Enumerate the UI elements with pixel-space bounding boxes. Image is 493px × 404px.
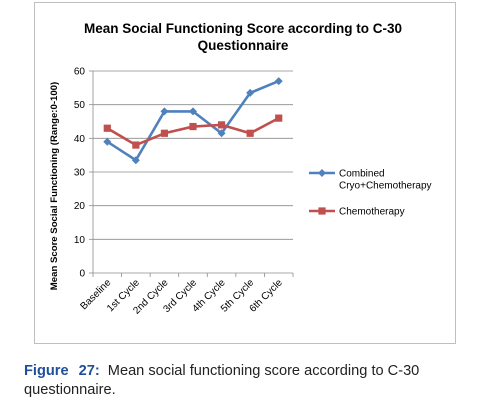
y-tick-label-60: 60	[74, 67, 86, 78]
series-0	[103, 77, 283, 165]
legend-label-0-0: Combined	[339, 169, 385, 180]
legend-swatch-marker-1	[318, 207, 326, 215]
legend-swatch-marker-0	[318, 169, 326, 177]
data-point-s1-2	[160, 129, 169, 137]
data-point-s1-0	[103, 124, 111, 132]
data-point-s1-6	[275, 114, 283, 122]
series-1	[103, 114, 283, 149]
chart-title-line-2: Questionnaire	[198, 38, 289, 53]
y-tick-label-10: 10	[74, 235, 86, 246]
caption-text: Mean social functioning score according …	[24, 363, 420, 398]
legend-label-0-1: Cryo+Chemotherapy	[339, 181, 432, 192]
y-tick-label-40: 40	[74, 134, 86, 145]
data-point-s0-1	[131, 156, 140, 165]
data-point-s1-4	[217, 121, 226, 129]
y-tick-label-0: 0	[79, 269, 85, 280]
chart-svg: Mean Social Functioning Score according …	[49, 21, 432, 317]
chart-title-line-1: Mean Social Functioning Score according …	[84, 21, 402, 36]
series-lines	[103, 77, 283, 165]
legend-label-1-0: Chemotherapy	[339, 207, 405, 218]
y-tick-label-50: 50	[74, 100, 86, 111]
data-point-s0-2	[160, 107, 169, 116]
chart-title: Mean Social Functioning Score according …	[84, 21, 402, 53]
data-point-s0-6	[274, 77, 283, 86]
chart-frame: Mean Social Functioning Score according …	[34, 2, 456, 344]
gridlines	[93, 70, 293, 240]
legend-entry-1: Chemotherapy	[309, 207, 405, 218]
y-tick-label-30: 30	[74, 168, 86, 179]
data-point-s0-0	[103, 137, 112, 146]
data-point-s1-1	[132, 141, 140, 149]
figure-caption: Figure 27: Mean social functioning score …	[24, 362, 492, 400]
data-point-s1-5	[246, 129, 254, 137]
data-point-s0-5	[246, 88, 255, 97]
data-point-s0-4	[217, 129, 226, 138]
data-point-s1-3	[189, 122, 197, 131]
y-tick-label-20: 20	[74, 201, 86, 212]
axes	[89, 70, 294, 277]
y-axis-label: Mean Score Social Functioning (Range:0-1…	[49, 82, 60, 290]
caption-label: Figure	[24, 363, 69, 379]
caption-number: 27:	[78, 363, 100, 379]
data-point-s0-3	[189, 107, 197, 116]
y-tick-labels: 0 10 20 30 40 50 60	[74, 67, 86, 280]
